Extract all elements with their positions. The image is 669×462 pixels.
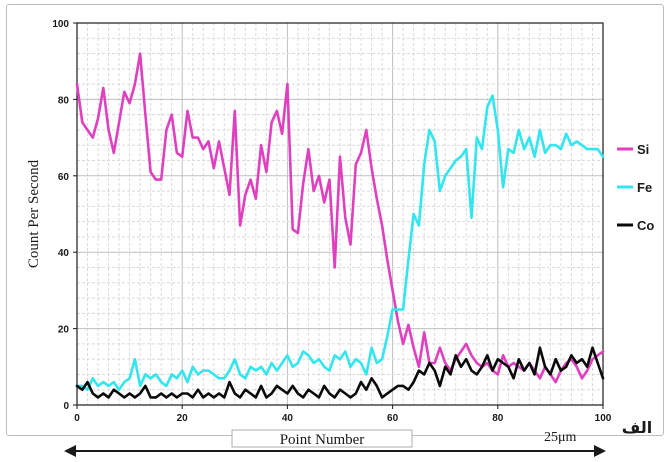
legend-label-co: Co: [637, 218, 654, 233]
series-line-co: [75, 346, 605, 399]
y-tick-label: 0: [63, 401, 69, 412]
y-tick-label: 20: [58, 325, 70, 336]
x-tick-label: 100: [595, 413, 612, 424]
plot-area: [76, 22, 604, 406]
y-tick-label: 40: [58, 248, 70, 259]
legend-label-fe: Fe: [637, 180, 652, 195]
x-axis-label: Point Number: [280, 432, 365, 448]
y-tick-label: 100: [52, 19, 69, 30]
y-tick-label: 80: [58, 95, 70, 106]
series-line-si: [75, 52, 605, 384]
series-lines: [75, 52, 605, 399]
x-tick-label: 40: [282, 413, 294, 424]
x-tick-label: 60: [387, 413, 399, 424]
y-tick-label: 60: [58, 172, 70, 183]
legend: Si Fe Co: [617, 142, 654, 233]
grid: [77, 23, 603, 405]
scale-bar-arrow: [64, 445, 606, 457]
y-axis-label: Count Per Second: [26, 159, 42, 268]
x-tick-label: 80: [492, 413, 504, 424]
legend-label-si: Si: [637, 142, 649, 157]
x-tick-label: 0: [74, 413, 80, 424]
x-tick-label: 20: [177, 413, 189, 424]
panel-label: الف: [622, 418, 653, 437]
axis-ticks: 0 20 40 60 80 100 0 20 40 60 80 100: [52, 19, 611, 424]
scale-bar-label: 25μm: [544, 430, 577, 445]
x-axis-label-box: [231, 429, 413, 448]
series-line-fe: [75, 94, 605, 392]
